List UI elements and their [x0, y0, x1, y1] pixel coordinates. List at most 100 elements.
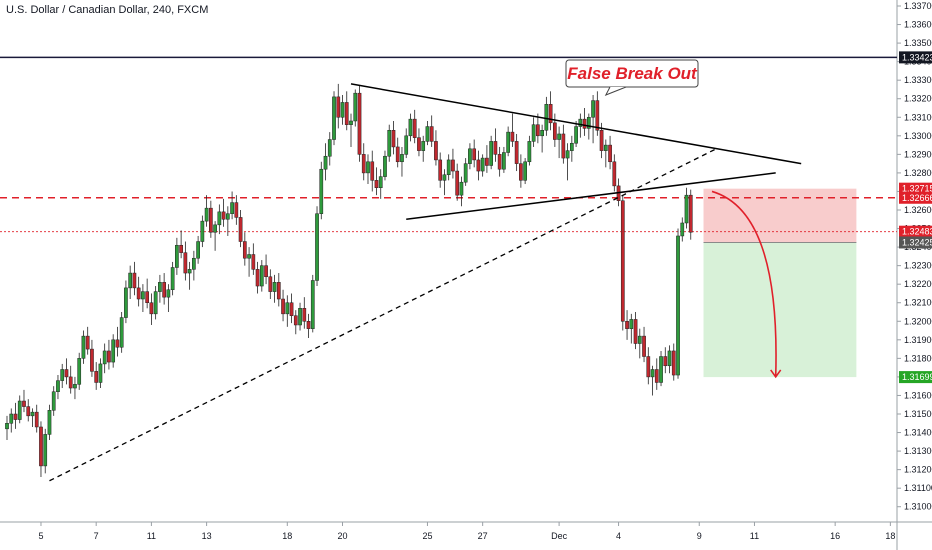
candle-up	[446, 159, 451, 176]
candle-up	[77, 358, 82, 385]
candle-up	[247, 254, 251, 259]
x-tick-label: 13	[202, 531, 212, 541]
candle-up	[81, 335, 86, 359]
candle-down	[39, 426, 43, 467]
x-tick-label: 27	[478, 531, 488, 541]
x-tick-label: 16	[830, 531, 840, 541]
y-tick-label: 1.32600	[904, 205, 932, 215]
candle-down	[514, 141, 519, 164]
y-tick-label: 1.31400	[904, 428, 932, 438]
candle-up	[603, 144, 608, 151]
candle-down	[179, 244, 183, 253]
y-tick-label: 1.33300	[904, 75, 932, 85]
annotation-pointer	[604, 86, 627, 96]
y-tick-label: 1.32000	[904, 316, 932, 326]
candle-up	[340, 102, 345, 118]
candle-down	[612, 161, 617, 187]
candle-down	[608, 144, 612, 163]
price-tag	[899, 182, 932, 195]
candle-up	[629, 319, 634, 329]
candle-down	[183, 252, 188, 274]
y-tick-label: 1.31000	[904, 502, 932, 512]
x-tick-label: 9	[697, 531, 702, 541]
candle-down	[344, 102, 349, 125]
y-tick-label: 1.32900	[904, 149, 932, 159]
candle-up	[400, 154, 404, 163]
candle-down	[472, 148, 477, 161]
candle-up	[187, 269, 192, 274]
stop-loss-zone	[703, 188, 857, 243]
candle-up	[17, 400, 22, 420]
candle-up	[259, 265, 264, 287]
candle-down	[361, 154, 366, 174]
x-tick-label: Dec	[551, 531, 568, 541]
x-tick-label: 18	[282, 531, 292, 541]
candle-down	[671, 350, 676, 376]
projection-arrow	[711, 190, 777, 377]
candle-up	[480, 157, 485, 172]
candle-up	[213, 224, 217, 233]
candle-down	[455, 170, 460, 196]
price-tag-label: 1.32715	[902, 184, 932, 194]
candle-up	[315, 213, 319, 281]
price-tag	[899, 51, 932, 64]
candle-down	[417, 137, 421, 151]
candle-up	[489, 141, 494, 166]
candle-down	[553, 122, 557, 140]
candle-down	[412, 118, 417, 138]
x-tick-label: 5	[38, 531, 43, 541]
candle-up	[353, 92, 358, 122]
candle-up	[141, 291, 145, 300]
candle-up	[459, 181, 464, 196]
price-tag	[899, 191, 932, 204]
candle-down	[255, 269, 260, 287]
candle-up	[544, 104, 549, 131]
y-tick-label: 1.33000	[904, 131, 932, 141]
candle-up	[56, 380, 60, 392]
candle-down	[493, 141, 498, 155]
candle-down	[162, 282, 166, 298]
candle-up	[217, 211, 222, 226]
diagonal-support-trendline	[49, 148, 717, 482]
candle-down	[209, 207, 213, 233]
candle-up	[204, 207, 209, 222]
y-tick-label: 1.33200	[904, 94, 932, 104]
price-tag	[899, 371, 932, 384]
price-tag	[899, 225, 932, 238]
candle-down	[132, 272, 137, 289]
candle-up	[60, 369, 65, 381]
candle-down	[391, 130, 396, 148]
candle-up	[366, 161, 370, 174]
x-tick-label: 25	[422, 531, 432, 541]
candle-down	[336, 96, 341, 118]
y-tick-label: 1.33600	[904, 20, 932, 30]
candle-down	[107, 350, 111, 363]
candle-up	[586, 117, 591, 129]
y-tick-label: 1.33700	[904, 1, 932, 11]
candle-down	[688, 194, 693, 233]
candle-up	[684, 194, 689, 224]
candle-down	[234, 202, 239, 218]
candle-down	[145, 291, 149, 303]
candle-down	[357, 92, 362, 155]
candle-up	[637, 335, 642, 344]
candle-up	[378, 176, 383, 188]
candle-up	[310, 280, 315, 329]
candle-down	[242, 241, 247, 259]
candle-down	[519, 163, 523, 181]
candle-up	[442, 174, 447, 181]
y-tick-label: 1.31900	[904, 335, 932, 345]
candle-down	[34, 411, 39, 428]
candle-down	[370, 161, 375, 181]
candle-up	[421, 141, 426, 151]
candle-down	[438, 159, 443, 181]
candle-down	[268, 276, 273, 292]
arrow-head-icon	[770, 369, 782, 379]
price-tag	[899, 236, 932, 249]
candle-up	[98, 363, 103, 383]
y-tick-label: 1.31100	[904, 483, 932, 493]
candle-up	[468, 148, 472, 164]
candle-down	[485, 157, 489, 166]
candle-up	[102, 350, 107, 365]
